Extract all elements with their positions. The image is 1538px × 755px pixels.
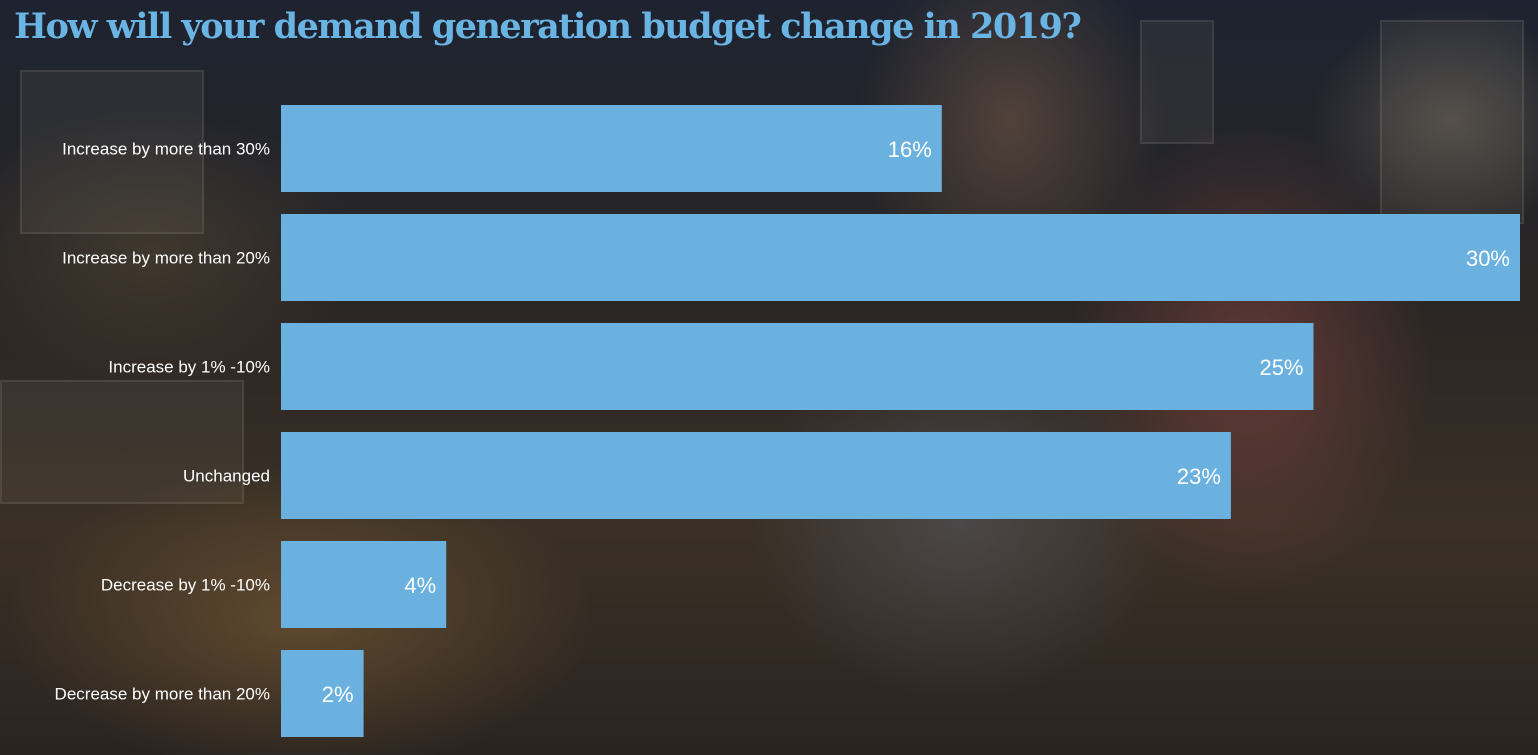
bar-2 (281, 323, 1314, 410)
value-label-1: 30% (1466, 246, 1510, 271)
value-label-2: 25% (1259, 355, 1303, 380)
bar-5 (281, 650, 364, 737)
value-label-0: 16% (888, 137, 932, 162)
category-label-2: Increase by 1% -10% (108, 358, 270, 377)
chart-title: How will your demand generation budget c… (14, 6, 1082, 47)
bar-3 (281, 432, 1231, 519)
value-label-3: 23% (1177, 464, 1221, 489)
bar-4 (281, 541, 447, 628)
category-label-3: Unchanged (183, 467, 270, 486)
value-label-5: 2% (322, 682, 354, 707)
bar-0 (281, 105, 942, 192)
category-label-5: Decrease by more than 20% (55, 685, 270, 704)
bar-1 (281, 214, 1520, 301)
category-label-0: Increase by more than 30% (62, 140, 270, 159)
bars-layer: Increase by more than 30% 16% Increase by … (55, 105, 1520, 737)
category-label-4: Decrease by 1% -10% (101, 576, 270, 595)
category-label-1: Increase by more than 20% (62, 249, 270, 268)
value-label-4: 4% (404, 573, 436, 598)
